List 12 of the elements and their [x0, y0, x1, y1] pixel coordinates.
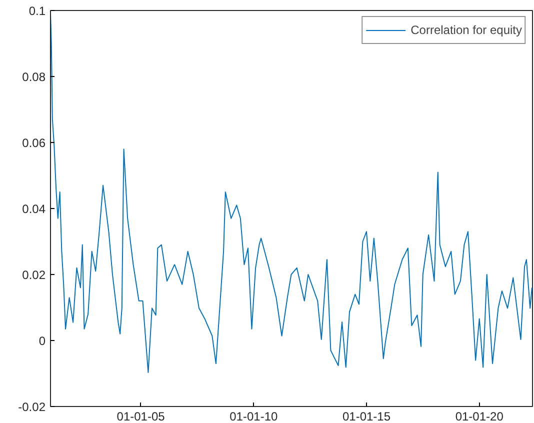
legend-label: Correlation for equity — [410, 23, 522, 37]
y-tick-label: 0.08 — [22, 70, 46, 84]
x-tick-label: 01-01-20 — [455, 410, 504, 423]
y-tick-label: 0.02 — [22, 268, 46, 282]
x-tick-label: 01-01-15 — [342, 410, 391, 423]
y-tick-label: 0.04 — [22, 202, 46, 216]
y-tick-label: 0 — [38, 334, 46, 348]
y-tick-label: 0.1 — [28, 4, 46, 18]
x-tick-label: 01-01-05 — [116, 410, 166, 423]
y-tick-label: -0.02 — [18, 400, 46, 414]
x-tick-label: 01-01-10 — [230, 410, 278, 423]
y-tick-label: 0.06 — [22, 136, 46, 150]
